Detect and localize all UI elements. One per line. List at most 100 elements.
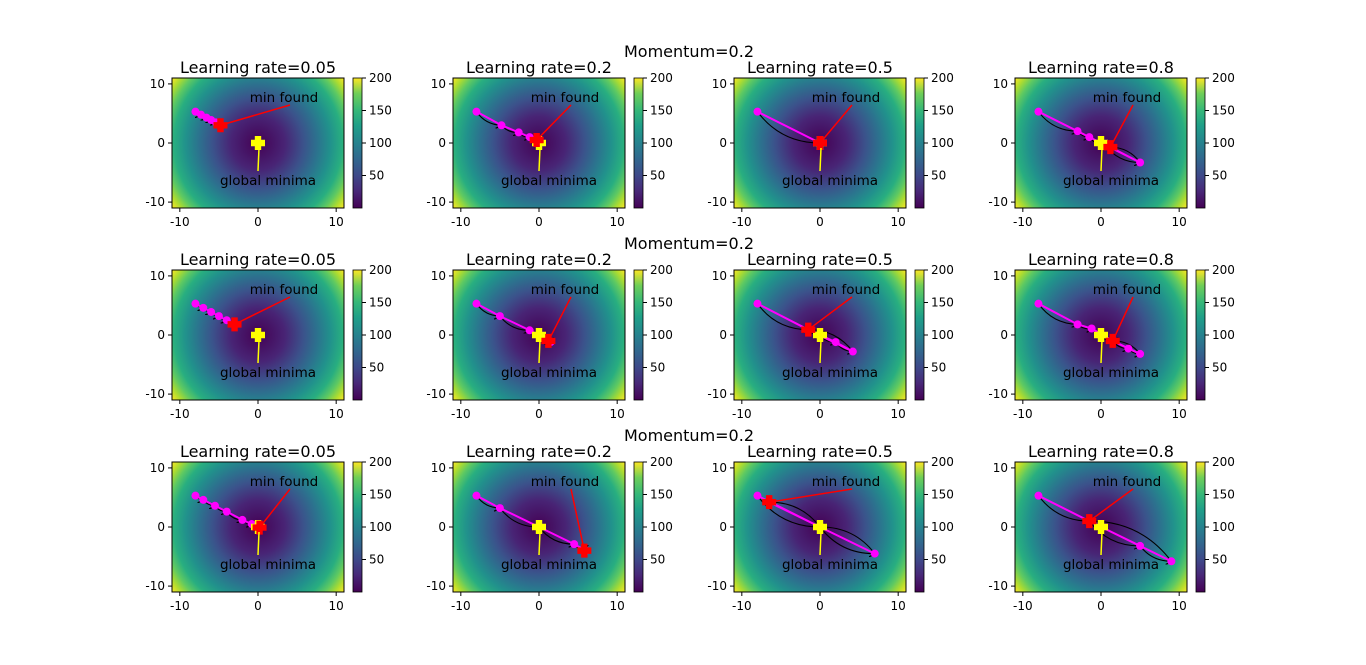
x-tick-label: 0	[1097, 215, 1105, 229]
colorbar-tick-label: 150	[1212, 104, 1235, 118]
subplot-6: Learning rate=0.5 -10 0 10 -10 0 10 50 100 150 200…	[707, 250, 954, 421]
colorbar-tick-label: 100	[650, 520, 673, 534]
y-tick-label: -10	[145, 387, 165, 401]
subplot-title: Learning rate=0.8	[1028, 58, 1174, 77]
y-tick-label: 10	[150, 269, 165, 283]
x-tick-label: -10	[1013, 407, 1033, 421]
x-tick-label: -10	[1013, 215, 1033, 229]
global-minimum-marker	[251, 136, 265, 150]
x-tick-label: 0	[254, 599, 262, 613]
global-minima-label: global minima	[220, 557, 316, 573]
colorbar-tick-label: 150	[931, 488, 954, 502]
y-tick-label: 10	[431, 269, 446, 283]
subplot-title: Learning rate=0.5	[747, 58, 893, 77]
subplot-11: Learning rate=0.8 -10 0 10 -10 0 10 50 100 150 200…	[988, 442, 1235, 613]
descent-path	[757, 110, 821, 144]
colorbar	[914, 461, 925, 593]
min-found-label: min found	[1093, 90, 1161, 106]
colorbar-tick-label: 100	[650, 136, 673, 150]
path-point	[1136, 158, 1145, 167]
colorbar-tick-label: 150	[369, 488, 392, 502]
y-tick-label: 10	[993, 269, 1008, 283]
min-found-label: min found	[812, 474, 880, 490]
min-found-label: min found	[812, 282, 880, 298]
path-point	[1073, 320, 1082, 329]
x-tick-label: 0	[1097, 599, 1105, 613]
path-point	[870, 549, 879, 558]
y-tick-label: 10	[712, 461, 727, 475]
x-tick-label: -10	[451, 215, 471, 229]
colorbar-tick-label: 200	[369, 71, 392, 85]
colorbar-tick-label: 100	[369, 328, 392, 342]
min-found-marker	[1082, 514, 1097, 529]
path-point	[495, 312, 504, 321]
global-minima-arrow	[257, 339, 260, 364]
path-point	[211, 501, 219, 510]
global-minima-label: global minima	[1063, 365, 1159, 381]
subplot-title: Learning rate=0.05	[180, 58, 336, 77]
colorbar-tick-label: 100	[931, 328, 954, 342]
global-minimum-marker	[532, 520, 546, 534]
colorbar-tick-label: 150	[369, 104, 392, 118]
y-tick-label: 10	[431, 77, 446, 91]
min-found-arrow	[1109, 104, 1134, 148]
global-minima-label: global minima	[782, 173, 878, 189]
global-minimum-marker	[1094, 136, 1109, 150]
colorbar	[352, 461, 363, 593]
x-tick-label: 10	[610, 215, 625, 229]
colorbar	[1195, 269, 1206, 401]
x-tick-label: 0	[816, 407, 824, 421]
x-tick-label: 10	[891, 215, 906, 229]
colorbar-tick-label: 100	[931, 520, 954, 534]
x-tick-label: 0	[535, 407, 543, 421]
colorbar-tick-label: 200	[1212, 455, 1235, 469]
subplot-2: Learning rate=0.5 -10 0 10 -10 0 10 50 100 150 200…	[707, 58, 954, 229]
global-minimum-marker	[813, 328, 827, 342]
y-tick-label: 0	[157, 328, 165, 342]
subplot-4: Learning rate=0.05 -10 0 10 -10 0 10 50 100 150 20…	[145, 250, 392, 421]
subplot-title: Learning rate=0.05	[180, 250, 336, 269]
colorbar-tick-label: 50	[931, 169, 946, 183]
x-tick-label: -10	[170, 599, 190, 613]
colorbar-tick-label: 100	[650, 328, 673, 342]
y-tick-label: 10	[150, 461, 165, 475]
path-point	[753, 491, 762, 500]
global-minima-label: global minima	[1063, 173, 1159, 189]
colorbar-tick-label: 50	[650, 169, 665, 183]
global-minima-label: global minima	[501, 173, 597, 189]
step-arrow	[1038, 303, 1077, 325]
colorbar-tick-label: 50	[650, 553, 665, 567]
path-point	[207, 307, 216, 316]
subplot-5: Learning rate=0.2 -10 0 10 -10 0 10 50 100 150 200…	[426, 250, 673, 421]
y-tick-label: -10	[707, 195, 727, 209]
y-tick-label: 0	[719, 520, 727, 534]
subplot-8: Learning rate=0.05 -10 0 10 -10 0 10 50 100 150 20…	[145, 442, 392, 613]
y-tick-label: 10	[712, 77, 727, 91]
x-tick-label: 0	[1097, 407, 1105, 421]
global-minima-arrow	[819, 147, 822, 172]
x-tick-label: -10	[170, 215, 190, 229]
y-tick-label: -10	[988, 579, 1008, 593]
x-tick-label: 0	[254, 407, 262, 421]
colorbar-tick-label: 100	[1212, 328, 1235, 342]
path-point	[848, 347, 857, 356]
y-tick-label: 10	[431, 461, 446, 475]
colorbar-tick-label: 100	[1212, 136, 1235, 150]
path-point	[199, 303, 208, 312]
x-tick-label: -10	[170, 407, 190, 421]
y-tick-label: 0	[1000, 136, 1008, 150]
path-point	[472, 491, 481, 500]
path-point	[222, 507, 231, 516]
colorbar-tick-label: 50	[369, 169, 384, 183]
x-tick-label: -10	[732, 407, 752, 421]
subplot-1: Learning rate=0.2 -10 0 10 -10 0 10 50 100 150 200…	[426, 58, 673, 229]
min-found-arrow	[1088, 488, 1134, 522]
global-minima-arrow	[819, 339, 822, 364]
path-point	[1034, 299, 1043, 308]
colorbar-tick-label: 200	[650, 71, 673, 85]
global-minima-label: global minima	[501, 365, 597, 381]
colorbar-tick-label: 200	[369, 263, 392, 277]
min-found-label: min found	[1093, 474, 1161, 490]
global-minimum-marker	[1094, 520, 1109, 534]
